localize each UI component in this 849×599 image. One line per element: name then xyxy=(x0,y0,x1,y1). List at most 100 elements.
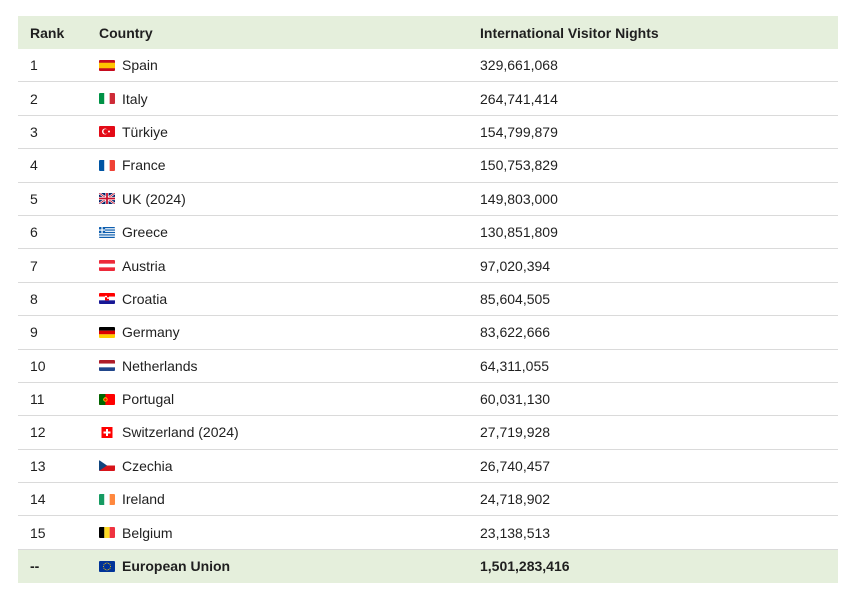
rank-cell: 10 xyxy=(30,357,46,374)
rank-cell: 13 xyxy=(30,457,46,474)
table-row: 1 Spain 329,661,068 xyxy=(18,49,838,83)
country-name: Austria xyxy=(122,257,166,274)
country-name: Spain xyxy=(122,57,158,74)
table-row: 14 Ireland 24,718,902 xyxy=(18,483,838,517)
nights-cell: 154,799,879 xyxy=(480,123,558,140)
table-header-row: Rank Country International Visitor Night… xyxy=(18,16,838,49)
nights-cell: 85,604,505 xyxy=(480,290,551,307)
rank-cell: 9 xyxy=(30,324,38,341)
country-name: Netherlands xyxy=(122,357,198,374)
table-row: 5 UK (2024) 149,803,000 xyxy=(18,183,838,216)
greece-flag-icon xyxy=(99,226,115,238)
rank-cell: 12 xyxy=(30,424,46,441)
country-name: Switzerland (2024) xyxy=(122,424,239,441)
total-nights: 1,501,283,416 xyxy=(480,558,570,575)
rank-cell: 14 xyxy=(30,491,46,508)
france-flag-icon xyxy=(99,159,115,171)
rank-cell: 7 xyxy=(30,257,38,274)
country-cell: Czechia xyxy=(99,458,480,474)
croatia-flag-icon xyxy=(99,293,115,305)
table-row: 13 Czechia 26,740,457 xyxy=(18,450,838,484)
country-cell: Germany xyxy=(99,324,480,340)
nights-cell: 264,741,414 xyxy=(480,90,558,107)
nights-cell: 329,661,068 xyxy=(480,57,558,74)
table-row: 3 Türkiye 154,799,879 xyxy=(18,116,838,150)
rank-cell: 6 xyxy=(30,224,38,241)
czechia-flag-icon xyxy=(99,460,115,472)
nights-cell: 60,031,130 xyxy=(480,391,551,408)
country-name: Czechia xyxy=(122,457,173,474)
nights-cell: 83,622,666 xyxy=(480,324,551,341)
rank-cell: 15 xyxy=(30,524,46,541)
table-row: 11 Portugal 60,031,130 xyxy=(18,383,838,417)
visitor-nights-table: Rank Country International Visitor Night… xyxy=(18,16,838,583)
total-row: -- European Union 1,501,283,416 xyxy=(18,549,838,583)
spain-flag-icon xyxy=(99,59,115,71)
country-cell: Portugal xyxy=(99,391,480,407)
country-cell: France xyxy=(99,157,480,173)
table-row: 4 France 150,753,829 xyxy=(18,149,838,183)
nights-column-header: International Visitor Nights xyxy=(480,24,659,41)
country-column-header: Country xyxy=(99,24,153,41)
table-row: 15 Belgium 23,138,513 xyxy=(18,516,838,550)
netherlands-flag-icon xyxy=(99,360,115,372)
country-cell: Italy xyxy=(99,91,480,107)
austria-flag-icon xyxy=(99,260,115,272)
country-name: Italy xyxy=(122,90,148,107)
italy-flag-icon xyxy=(99,93,115,105)
table-row: 9 Germany 83,622,666 xyxy=(18,316,838,350)
eu-flag-icon xyxy=(99,560,115,572)
nights-cell: 26,740,457 xyxy=(480,457,551,474)
country-cell: Spain xyxy=(99,57,480,73)
country-name: UK (2024) xyxy=(122,190,186,207)
nights-cell: 64,311,055 xyxy=(480,357,550,374)
country-name: Türkiye xyxy=(122,123,168,140)
country-cell: Greece xyxy=(99,224,480,240)
total-rank: -- xyxy=(30,558,40,575)
country-cell: Türkiye xyxy=(99,124,480,140)
country-cell: UK (2024) xyxy=(99,191,480,207)
rank-cell: 3 xyxy=(30,123,38,140)
total-country-name: European Union xyxy=(122,558,231,575)
table-row: 7 Austria 97,020,394 xyxy=(18,249,838,283)
nights-cell: 130,851,809 xyxy=(480,224,558,241)
rank-cell: 2 xyxy=(30,90,38,107)
nights-cell: 24,718,902 xyxy=(480,491,551,508)
country-cell: Switzerland (2024) xyxy=(99,424,480,440)
rank-cell: 1 xyxy=(30,57,38,74)
country-cell: Croatia xyxy=(99,291,480,307)
table-row: 10 Netherlands 64,311,055 xyxy=(18,350,838,383)
country-name: France xyxy=(122,157,166,174)
country-name: Greece xyxy=(122,224,168,241)
nights-cell: 27,719,928 xyxy=(480,424,551,441)
rank-cell: 8 xyxy=(30,290,38,307)
nights-cell: 150,753,829 xyxy=(480,157,558,174)
country-name: Portugal xyxy=(122,391,175,408)
country-cell: Belgium xyxy=(99,525,480,541)
uk-flag-icon xyxy=(99,193,115,205)
country-cell: Netherlands xyxy=(99,358,480,374)
country-cell: Austria xyxy=(99,258,480,274)
rank-cell: 11 xyxy=(30,391,45,408)
nights-cell: 149,803,000 xyxy=(480,190,558,207)
rank-cell: 4 xyxy=(30,157,38,174)
total-country-cell: European Union xyxy=(99,558,480,574)
country-cell: Ireland xyxy=(99,491,480,507)
table-row: 12 Switzerland (2024) 27,719,928 xyxy=(18,416,838,450)
nights-cell: 97,020,394 xyxy=(480,257,551,274)
country-name: Belgium xyxy=(122,524,173,541)
rank-column-header: Rank xyxy=(30,24,65,41)
country-name: Croatia xyxy=(122,290,168,307)
belgium-flag-icon xyxy=(99,527,115,539)
germany-flag-icon xyxy=(99,326,115,338)
nights-cell: 23,138,513 xyxy=(480,524,551,541)
country-name: Ireland xyxy=(122,491,165,508)
rank-cell: 5 xyxy=(30,190,38,207)
table-row: 8 Croatia 85,604,505 xyxy=(18,283,838,317)
portugal-flag-icon xyxy=(99,393,115,405)
country-name: Germany xyxy=(122,324,180,341)
turkiye-flag-icon xyxy=(99,126,115,138)
ireland-flag-icon xyxy=(99,493,115,505)
table-row: 2 Italy 264,741,414 xyxy=(18,82,838,116)
table-row: 6 Greece 130,851,809 xyxy=(18,216,838,250)
